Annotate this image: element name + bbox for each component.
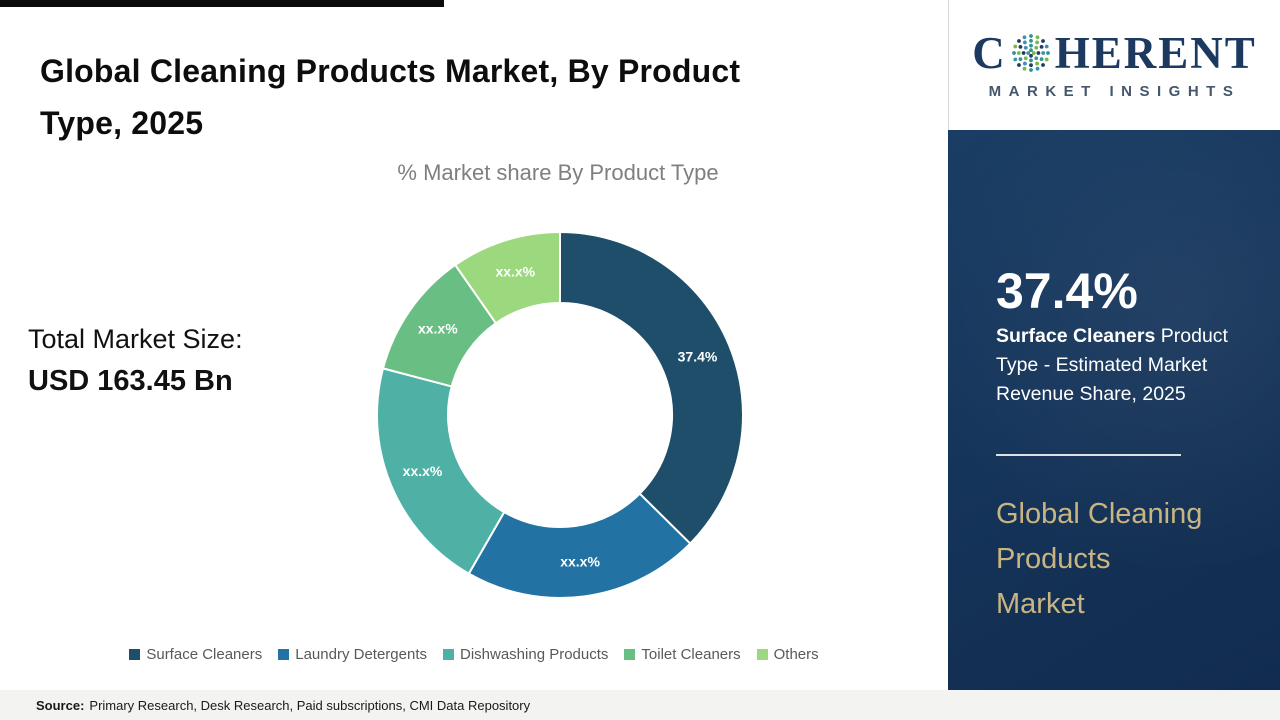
source-note: Source: Primary Research, Desk Research,…: [0, 690, 1280, 720]
legend-item: Laundry Detergents: [278, 646, 427, 663]
brand-subtitle: MARKET INSIGHTS: [988, 82, 1241, 100]
donut-segment-label: 37.4%: [678, 348, 718, 364]
coherent-globe-icon: [1011, 34, 1050, 72]
legend-item: Toilet Cleaners: [624, 646, 741, 663]
page-title: Global Cleaning Products Market, By Prod…: [40, 53, 741, 142]
highlight-stat: 37.4%: [996, 263, 1138, 319]
donut-segment-label: xx.x%: [418, 320, 458, 336]
legend-swatch: [756, 649, 768, 660]
chart-title: % Market share By Product Type: [397, 160, 719, 185]
total-market-size-value: USD 163.45 Bn: [28, 365, 233, 397]
legend-label: Others: [773, 646, 819, 663]
donut-segment-surface-cleaners: [559, 230, 744, 546]
donut-segment-label: xx.x%: [560, 553, 600, 569]
donut-chart-container: 37.4% xx.x% xx.x% xx.x% xx.x%: [370, 225, 750, 605]
legend-item: Others: [756, 646, 819, 663]
highlight-description: Surface Cleaners Product Type - Estimate…: [996, 322, 1250, 409]
sidebar-divider: [996, 454, 1181, 456]
highlight-description-text: Product Type - Estimated Market Revenue …: [996, 325, 1228, 405]
chart-legend: Surface Cleaners Laundry Detergents Dishwa…: [0, 646, 948, 663]
legend-item: Dishwashing Products: [443, 646, 608, 663]
legend-label: Laundry Detergents: [295, 646, 427, 663]
legend-label: Toilet Cleaners: [641, 646, 741, 663]
legend-label: Surface Cleaners: [146, 646, 263, 663]
top-accent-bar: [0, 0, 444, 7]
legend-swatch: [278, 649, 290, 660]
donut-segment-others: [453, 230, 561, 325]
legend-label: Dishwashing Products: [460, 646, 609, 663]
total-market-size-label: Total Market Size:: [28, 324, 243, 354]
donut-segment-label: xx.x%: [495, 264, 535, 280]
donut-chart: 37.4% xx.x% xx.x% xx.x% xx.x%: [376, 230, 744, 599]
total-market-size: Total Market Size: USD 163.45 Bn: [28, 324, 243, 398]
source-label: Source:: [36, 697, 85, 713]
highlight-description-bold: Surface Cleaners: [996, 325, 1156, 347]
legend-swatch: [624, 649, 636, 660]
source-text: Primary Research, Desk Research, Paid su…: [89, 697, 531, 713]
brand-letters-rest: HERENT: [1054, 27, 1257, 78]
legend-item: Surface Cleaners: [129, 646, 262, 663]
report-title: Global Cleaning Products Market: [996, 498, 1203, 620]
brand-letter-c: C: [972, 27, 1007, 78]
brand-wordmark: C HERENT: [972, 27, 1257, 78]
donut-segment-label: xx.x%: [403, 463, 443, 479]
legend-swatch: [443, 649, 454, 660]
donut-segment-laundry-detergents: [467, 492, 692, 599]
brand-logo: C HERENT MARKET INSIGHTS: [948, 0, 1280, 130]
donut-segment-dishwashing-products: [376, 367, 506, 576]
main-content: Global Cleaning Products Market, By Prod…: [0, 0, 948, 663]
sidebar: C HERENT MARKET INSIGHTS 37.4% Surface C…: [948, 0, 1280, 690]
legend-swatch: [129, 649, 141, 660]
